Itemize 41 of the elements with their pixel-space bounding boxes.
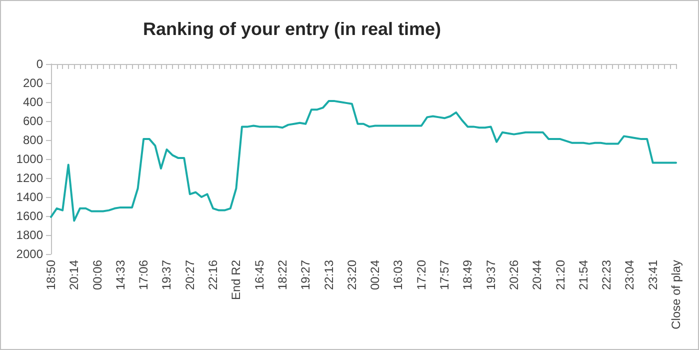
x-tick-label: 18:22 — [275, 260, 290, 290]
y-tick-label: 0 — [36, 57, 44, 71]
x-tick-label: 19:27 — [298, 260, 313, 290]
x-tick-label: 17:57 — [438, 260, 452, 290]
y-tick-label: 2000 — [16, 247, 44, 261]
x-tick-label: 22:23 — [600, 260, 614, 290]
x-tick-label: End R2 — [229, 260, 244, 300]
x-tick-label: 18:49 — [460, 260, 475, 290]
y-tick-label: 1000 — [16, 152, 44, 166]
y-tick-label: 1600 — [16, 209, 44, 223]
y-tick-label: 800 — [22, 133, 44, 147]
x-tick-label: 20:44 — [530, 260, 544, 290]
x-tick-label: 22:16 — [206, 260, 220, 290]
x-tick-label: 20:26 — [506, 260, 521, 290]
y-tick-label: 1200 — [16, 171, 44, 185]
x-tick-label: 14:33 — [113, 260, 128, 290]
x-tick-label: 22:13 — [322, 260, 336, 290]
x-tick-label: Close of play — [669, 260, 683, 330]
x-tick-label: 16:45 — [252, 260, 266, 290]
x-tick-label: 23:20 — [344, 260, 359, 290]
x-tick-label: 17:06 — [136, 260, 151, 290]
x-tick-label: 21:20 — [553, 260, 568, 290]
x-tick-label: 23:04 — [622, 260, 637, 290]
x-tick-label: 20:27 — [182, 260, 197, 290]
y-tick-label: 600 — [22, 114, 44, 128]
x-tick-label: 23:41 — [646, 260, 660, 290]
x-tick-label: 17:20 — [414, 260, 428, 290]
x-tick-label: 18:50 — [44, 260, 58, 290]
x-tick-label: 00:06 — [90, 260, 104, 290]
y-tick-label: 200 — [22, 76, 44, 90]
x-tick-label: 20:14 — [67, 260, 82, 290]
x-tick-label: 19:37 — [160, 260, 174, 290]
y-tick-label: 1800 — [16, 228, 44, 242]
y-tick-label: 400 — [22, 95, 44, 109]
x-tick-label: 21:54 — [576, 260, 590, 290]
x-tick-label: 19:37 — [484, 260, 498, 290]
line-series — [50, 100, 677, 222]
x-tick-label: 16:03 — [391, 260, 406, 290]
y-tick-label: 1400 — [16, 190, 44, 204]
chart-title: Ranking of your entry (in real time) — [143, 19, 442, 39]
x-tick-label: 00:24 — [368, 260, 382, 290]
